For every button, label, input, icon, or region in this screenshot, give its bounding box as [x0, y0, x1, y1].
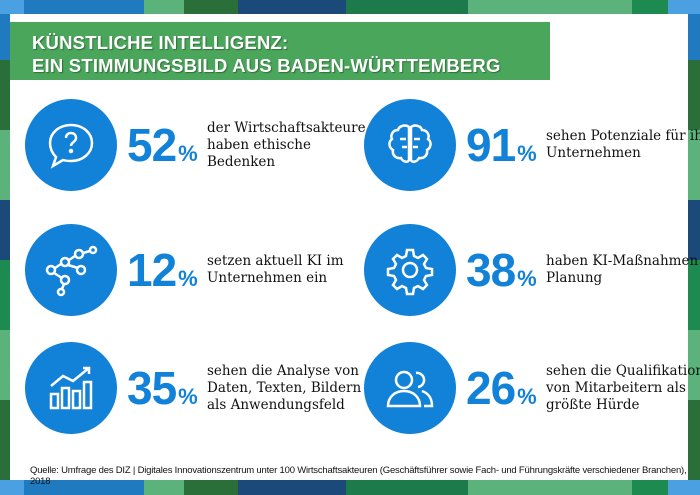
stat-potential: 91% sehen Potenziale für ihr Unternehmen: [364, 99, 700, 191]
speech-bubble-question-icon: [25, 99, 117, 191]
stat-value: 38: [466, 244, 516, 296]
stat-planning: 38% haben KI-Maßnahmen in Planung: [364, 224, 700, 316]
gear-icon: [364, 224, 456, 316]
stat-ethics: 52% der Wirtschaftsakteure haben ethisch…: [25, 99, 377, 191]
stat-value: 12: [127, 244, 177, 296]
top-border: [0, 0, 700, 14]
stat-text: sehen Potenziale für ihr Unternehmen: [546, 128, 700, 161]
stat-text: der Wirtschaftsakteure haben ethische Be…: [207, 119, 366, 170]
stat-value: 35: [127, 362, 177, 414]
title-line-2: EIN STIMMUNGSBILD AUS BADEN-WÜRTTEMBERG: [32, 55, 501, 76]
stat-value: 26: [466, 362, 516, 414]
percent-sign: %: [178, 266, 198, 291]
percent-sign: %: [178, 384, 198, 409]
stat-text: sehen die Qualifikation von Mitarbeitern…: [546, 362, 700, 413]
stat-ki-usage: 12% setzen aktuell KI im Unternehmen ein: [25, 224, 377, 316]
stat-text: setzen aktuell KI im Unternehmen ein: [207, 253, 344, 286]
percent-sign: %: [517, 141, 537, 166]
source-note: Quelle: Umfrage des DIZ | Digitales Inno…: [30, 465, 687, 487]
title-line-1: KÜNSTLICHE INTELLIGENZ:: [32, 32, 289, 53]
bottom-border: [0, 480, 700, 495]
network-icon: [25, 224, 117, 316]
stat-value: 91: [466, 119, 516, 171]
percent-sign: %: [178, 141, 198, 166]
stat-text: haben KI-Maßnahmen in Planung: [546, 253, 700, 286]
percent-sign: %: [517, 266, 537, 291]
stat-text: sehen die Analyse von Daten, Texten, Bil…: [207, 362, 362, 413]
users-icon: [364, 342, 456, 434]
title-banner: KÜNSTLICHE INTELLIGENZ: EIN STIMMUNGSBIL…: [10, 22, 550, 80]
stat-qualification: 26% sehen die Qualifikation von Mitarbei…: [364, 342, 700, 434]
bar-chart-growth-icon: [25, 342, 117, 434]
stat-value: 52: [127, 119, 177, 171]
percent-sign: %: [517, 384, 537, 409]
stat-analysis: 35% sehen die Analyse von Daten, Texten,…: [25, 342, 377, 434]
brain-icon: [364, 99, 456, 191]
content-panel: [10, 14, 688, 480]
